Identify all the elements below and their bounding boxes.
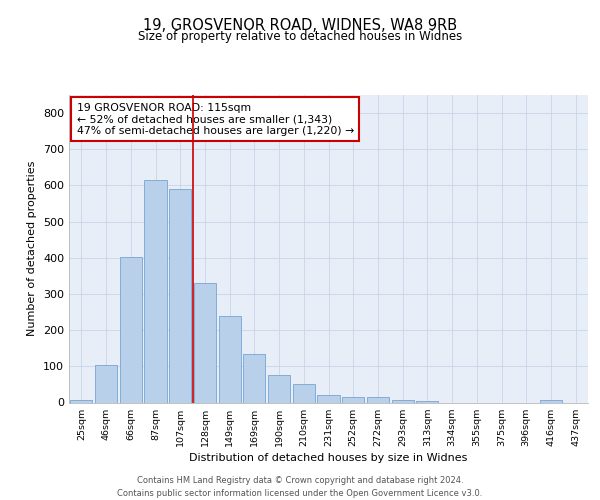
Bar: [70, 400, 92, 402]
Bar: [293, 384, 315, 402]
Bar: [367, 397, 389, 402]
Bar: [145, 180, 167, 402]
Text: 19 GROSVENOR ROAD: 115sqm
← 52% of detached houses are smaller (1,343)
47% of se: 19 GROSVENOR ROAD: 115sqm ← 52% of detac…: [77, 102, 354, 136]
Bar: [392, 400, 414, 402]
Bar: [342, 396, 364, 402]
Text: 19, GROSVENOR ROAD, WIDNES, WA8 9RB: 19, GROSVENOR ROAD, WIDNES, WA8 9RB: [143, 18, 457, 32]
Y-axis label: Number of detached properties: Number of detached properties: [28, 161, 37, 336]
Bar: [416, 400, 439, 402]
Bar: [119, 257, 142, 402]
Text: Contains HM Land Registry data © Crown copyright and database right 2024.
Contai: Contains HM Land Registry data © Crown c…: [118, 476, 482, 498]
Bar: [194, 283, 216, 403]
Bar: [268, 376, 290, 402]
Bar: [243, 354, 265, 403]
Bar: [95, 364, 117, 403]
Bar: [169, 189, 191, 402]
Bar: [317, 394, 340, 402]
X-axis label: Distribution of detached houses by size in Widnes: Distribution of detached houses by size …: [190, 453, 467, 463]
Text: Size of property relative to detached houses in Widnes: Size of property relative to detached ho…: [138, 30, 462, 43]
Bar: [540, 400, 562, 402]
Bar: [218, 316, 241, 402]
